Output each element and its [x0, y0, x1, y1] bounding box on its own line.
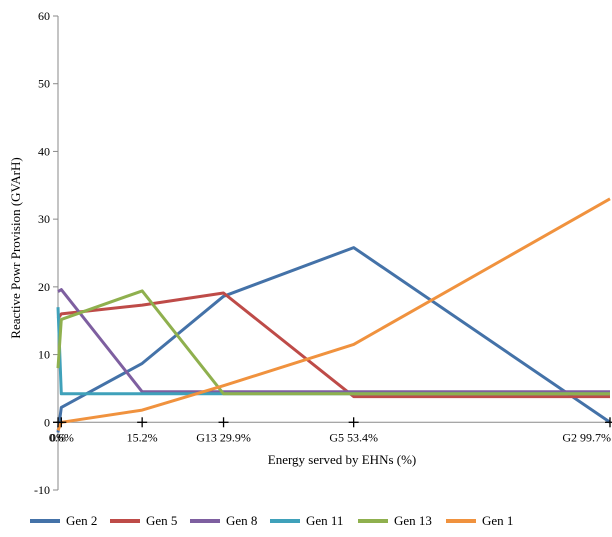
legend-item: Gen 13 — [358, 513, 432, 528]
y-axis-label: Reactive Powr Provision (GVArH) — [8, 157, 23, 338]
series-gen-5 — [56, 291, 610, 399]
x-tick-marker — [56, 417, 67, 428]
y-tick-label: 20 — [38, 280, 50, 294]
legend-label: Gen 2 — [66, 513, 97, 528]
legend-item: Gen 2 — [30, 513, 97, 528]
legend-label: Gen 5 — [146, 513, 177, 528]
legend-label: Gen 11 — [306, 513, 343, 528]
legend: Gen 2 Gen 5 Gen 8 Gen 11 Gen 13 Gen 1 — [30, 513, 513, 528]
legend-item: Gen 1 — [446, 513, 513, 528]
series-gen-2 — [56, 246, 611, 433]
x-tick-marker — [218, 417, 229, 428]
legend-label: Gen 13 — [394, 513, 432, 528]
legend-item: Gen 5 — [110, 513, 177, 528]
legend-label: Gen 8 — [226, 513, 257, 528]
y-tick-label: 0 — [44, 415, 50, 429]
series-layer — [56, 197, 611, 433]
x-tick-label: G2 99.7% — [562, 430, 611, 444]
y-tick-label: 30 — [38, 212, 50, 226]
x-tick-label: 0% — [50, 430, 66, 444]
x-tick-label: G13 29.9% — [196, 430, 251, 444]
labels: -10 0 10 20 30 40 50 60 Reactive Powr Provision … — [8, 9, 611, 497]
y-tick-label: 10 — [38, 348, 50, 362]
x-tick-marker — [348, 417, 359, 428]
legend-item: Gen 8 — [190, 513, 257, 528]
axis-markers — [53, 417, 612, 428]
legend-item: Gen 11 — [270, 513, 343, 528]
y-tick-label: -10 — [34, 483, 50, 497]
x-tick-label: G5 53.4% — [329, 430, 378, 444]
x-tick-marker — [137, 417, 148, 428]
legend-label: Gen 1 — [482, 513, 513, 528]
x-tick-marker — [605, 417, 612, 428]
series-gen-13 — [56, 289, 610, 396]
axes — [53, 15, 610, 491]
x-tick-label: 15.2% — [127, 430, 158, 444]
series-gen-8 — [57, 288, 610, 394]
y-tick-label: 50 — [38, 77, 50, 91]
y-tick-label: 60 — [38, 9, 50, 23]
x-axis-label: Energy served by EHNs (%) — [268, 452, 417, 467]
x-tick-label: 0.6% — [49, 430, 74, 444]
y-tick-label: 40 — [38, 144, 50, 158]
